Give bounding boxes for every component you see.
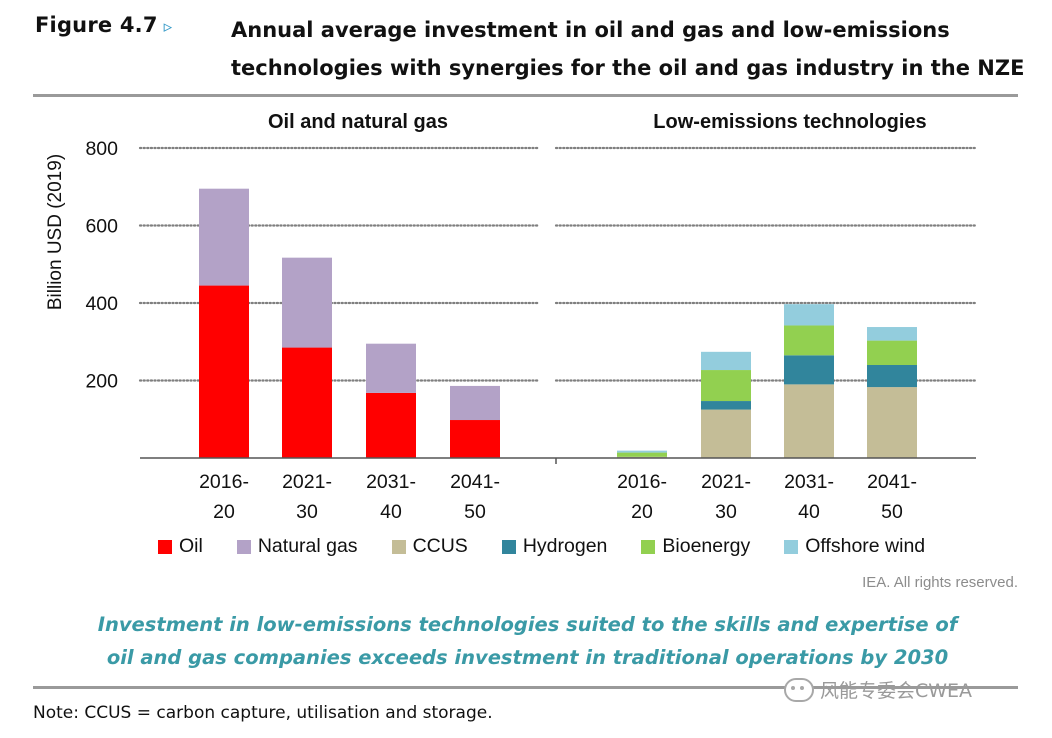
x-tick-label-2-2-line-2: 30 xyxy=(715,501,737,523)
legend-label: Natural gas xyxy=(257,535,358,557)
y-axis-title: Billion USD (2019) xyxy=(45,154,66,310)
bar-hydrogen-2021-30 xyxy=(701,401,751,410)
x-tick-label-2-2-line-1: 2021- xyxy=(701,471,751,493)
bar-oil-2016-20 xyxy=(199,285,249,458)
x-tick-label-2-4-line-2: 50 xyxy=(881,501,903,523)
bar-bioenergy-2021-30 xyxy=(701,370,751,402)
legend-label: CCUS xyxy=(412,535,468,557)
legend-swatch xyxy=(641,539,656,554)
x-tick-label-1-4-line-2: 50 xyxy=(464,501,486,523)
wechat-icon xyxy=(784,677,814,702)
x-tick-label-1-1-line-1: 2016- xyxy=(199,471,249,493)
watermark: 风能专委会CWEA xyxy=(784,676,972,703)
legend-label: Bioenergy xyxy=(662,535,751,557)
legend-swatch xyxy=(501,539,516,554)
bar-bioenergy-2031-40 xyxy=(784,325,834,356)
figure-arrow-icon: ▹ xyxy=(163,17,173,37)
legend-swatch xyxy=(784,539,799,554)
legend-label: Oil xyxy=(179,535,203,557)
bar-offshore-wind-2016-20 xyxy=(617,450,667,453)
legend-label: Offshore wind xyxy=(805,535,926,557)
bar-natural-gas-2041-50 xyxy=(450,385,500,421)
footnote: Note: CCUS = carbon capture, utilisation… xyxy=(33,703,493,723)
legend-swatch xyxy=(391,539,406,554)
bar-offshore-wind-2031-40 xyxy=(784,304,834,326)
figure-title-line-1: Annual average investment in oil and gas… xyxy=(231,18,950,42)
bar-ccus-2021-30 xyxy=(701,409,751,458)
legend-swatch xyxy=(158,539,172,554)
legend-item-ccus: CCUS xyxy=(391,535,468,558)
y-tick-label-600: 600 xyxy=(85,216,118,238)
x-tick-label-1-3-line-1: 2031- xyxy=(366,471,416,493)
watermark-text: 风能专委会CWEA xyxy=(820,680,973,702)
takeaway-text: Investment in low-emissions technologies… xyxy=(60,608,995,674)
x-tick-label-2-1-line-1: 2016- xyxy=(617,471,667,493)
bar-offshore-wind-2021-30 xyxy=(701,351,751,371)
x-tick-label-1-2-line-1: 2021- xyxy=(282,471,332,493)
legend-item-hydrogen: Hydrogen xyxy=(501,535,608,558)
x-tick-label-1-2-line-2: 30 xyxy=(296,501,318,523)
panel-title-2: Low-emissions technologies xyxy=(653,111,926,133)
figure-title: Annual average investment in oil and gas… xyxy=(231,11,1031,87)
y-tick-label-400: 400 xyxy=(85,293,118,315)
legend-label: Hydrogen xyxy=(522,535,608,557)
y-tick-label-800: 800 xyxy=(85,138,118,160)
figure-number: Figure 4.7 xyxy=(35,13,158,37)
bar-oil-2041-50 xyxy=(450,420,500,458)
x-tick-label-2-3-line-1: 2031- xyxy=(784,471,834,493)
figure-label: Figure 4.7 ▹ xyxy=(35,13,172,37)
bar-offshore-wind-2041-50 xyxy=(867,327,917,341)
bottom-divider xyxy=(33,686,1018,689)
panel-title-1: Oil and natural gas xyxy=(268,111,448,133)
bar-bioenergy-2041-50 xyxy=(867,340,917,365)
bar-hydrogen-2031-40 xyxy=(784,355,834,385)
x-tick-label-1-1-line-2: 20 xyxy=(213,501,235,523)
bar-natural-gas-2021-30 xyxy=(282,257,332,348)
bar-hydrogen-2041-50 xyxy=(867,365,917,388)
bar-oil-2021-30 xyxy=(282,347,332,458)
y-tick-label-200: 200 xyxy=(85,371,118,393)
legend-swatch xyxy=(236,539,251,554)
bar-ccus-2041-50 xyxy=(867,387,917,458)
bar-bioenergy-2016-20 xyxy=(617,452,667,457)
chart-area: Oil and natural gas 2016- 20 2021- 30 2031- 40… xyxy=(45,111,978,523)
x-tick-label-2-4-line-1: 2041- xyxy=(867,471,917,493)
rights-notice: IEA. All rights reserved. xyxy=(862,574,1018,591)
takeaway-line-2: oil and gas companies exceeds investment… xyxy=(106,646,949,669)
legend-item-natural-gas: Natural gas xyxy=(236,535,358,558)
top-divider xyxy=(33,94,1018,97)
legend-item-bioenergy: Bioenergy xyxy=(641,535,750,558)
figure-title-line-2: technologies with synergies for the oil … xyxy=(231,56,1025,80)
legend-item-offshore-wind: Offshore wind xyxy=(784,535,925,558)
bar-ccus-2031-40 xyxy=(784,384,834,458)
x-tick-label-1-4-line-1: 2041- xyxy=(450,471,500,493)
legend-item-oil: Oil xyxy=(158,535,203,558)
x-tick-label-2-3-line-2: 40 xyxy=(798,501,820,523)
x-tick-label-1-3-line-2: 40 xyxy=(380,501,402,523)
takeaway-line-1: Investment in low-emissions technologies… xyxy=(97,613,958,636)
bar-natural-gas-2016-20 xyxy=(199,188,249,286)
x-tick-label-2-1-line-2: 20 xyxy=(631,501,653,523)
bar-oil-2031-40 xyxy=(366,392,416,458)
bar-natural-gas-2031-40 xyxy=(366,343,416,393)
legend: Oil Natural gas CCUS Hydrogen Bioenergy Offsh… xyxy=(158,535,959,558)
